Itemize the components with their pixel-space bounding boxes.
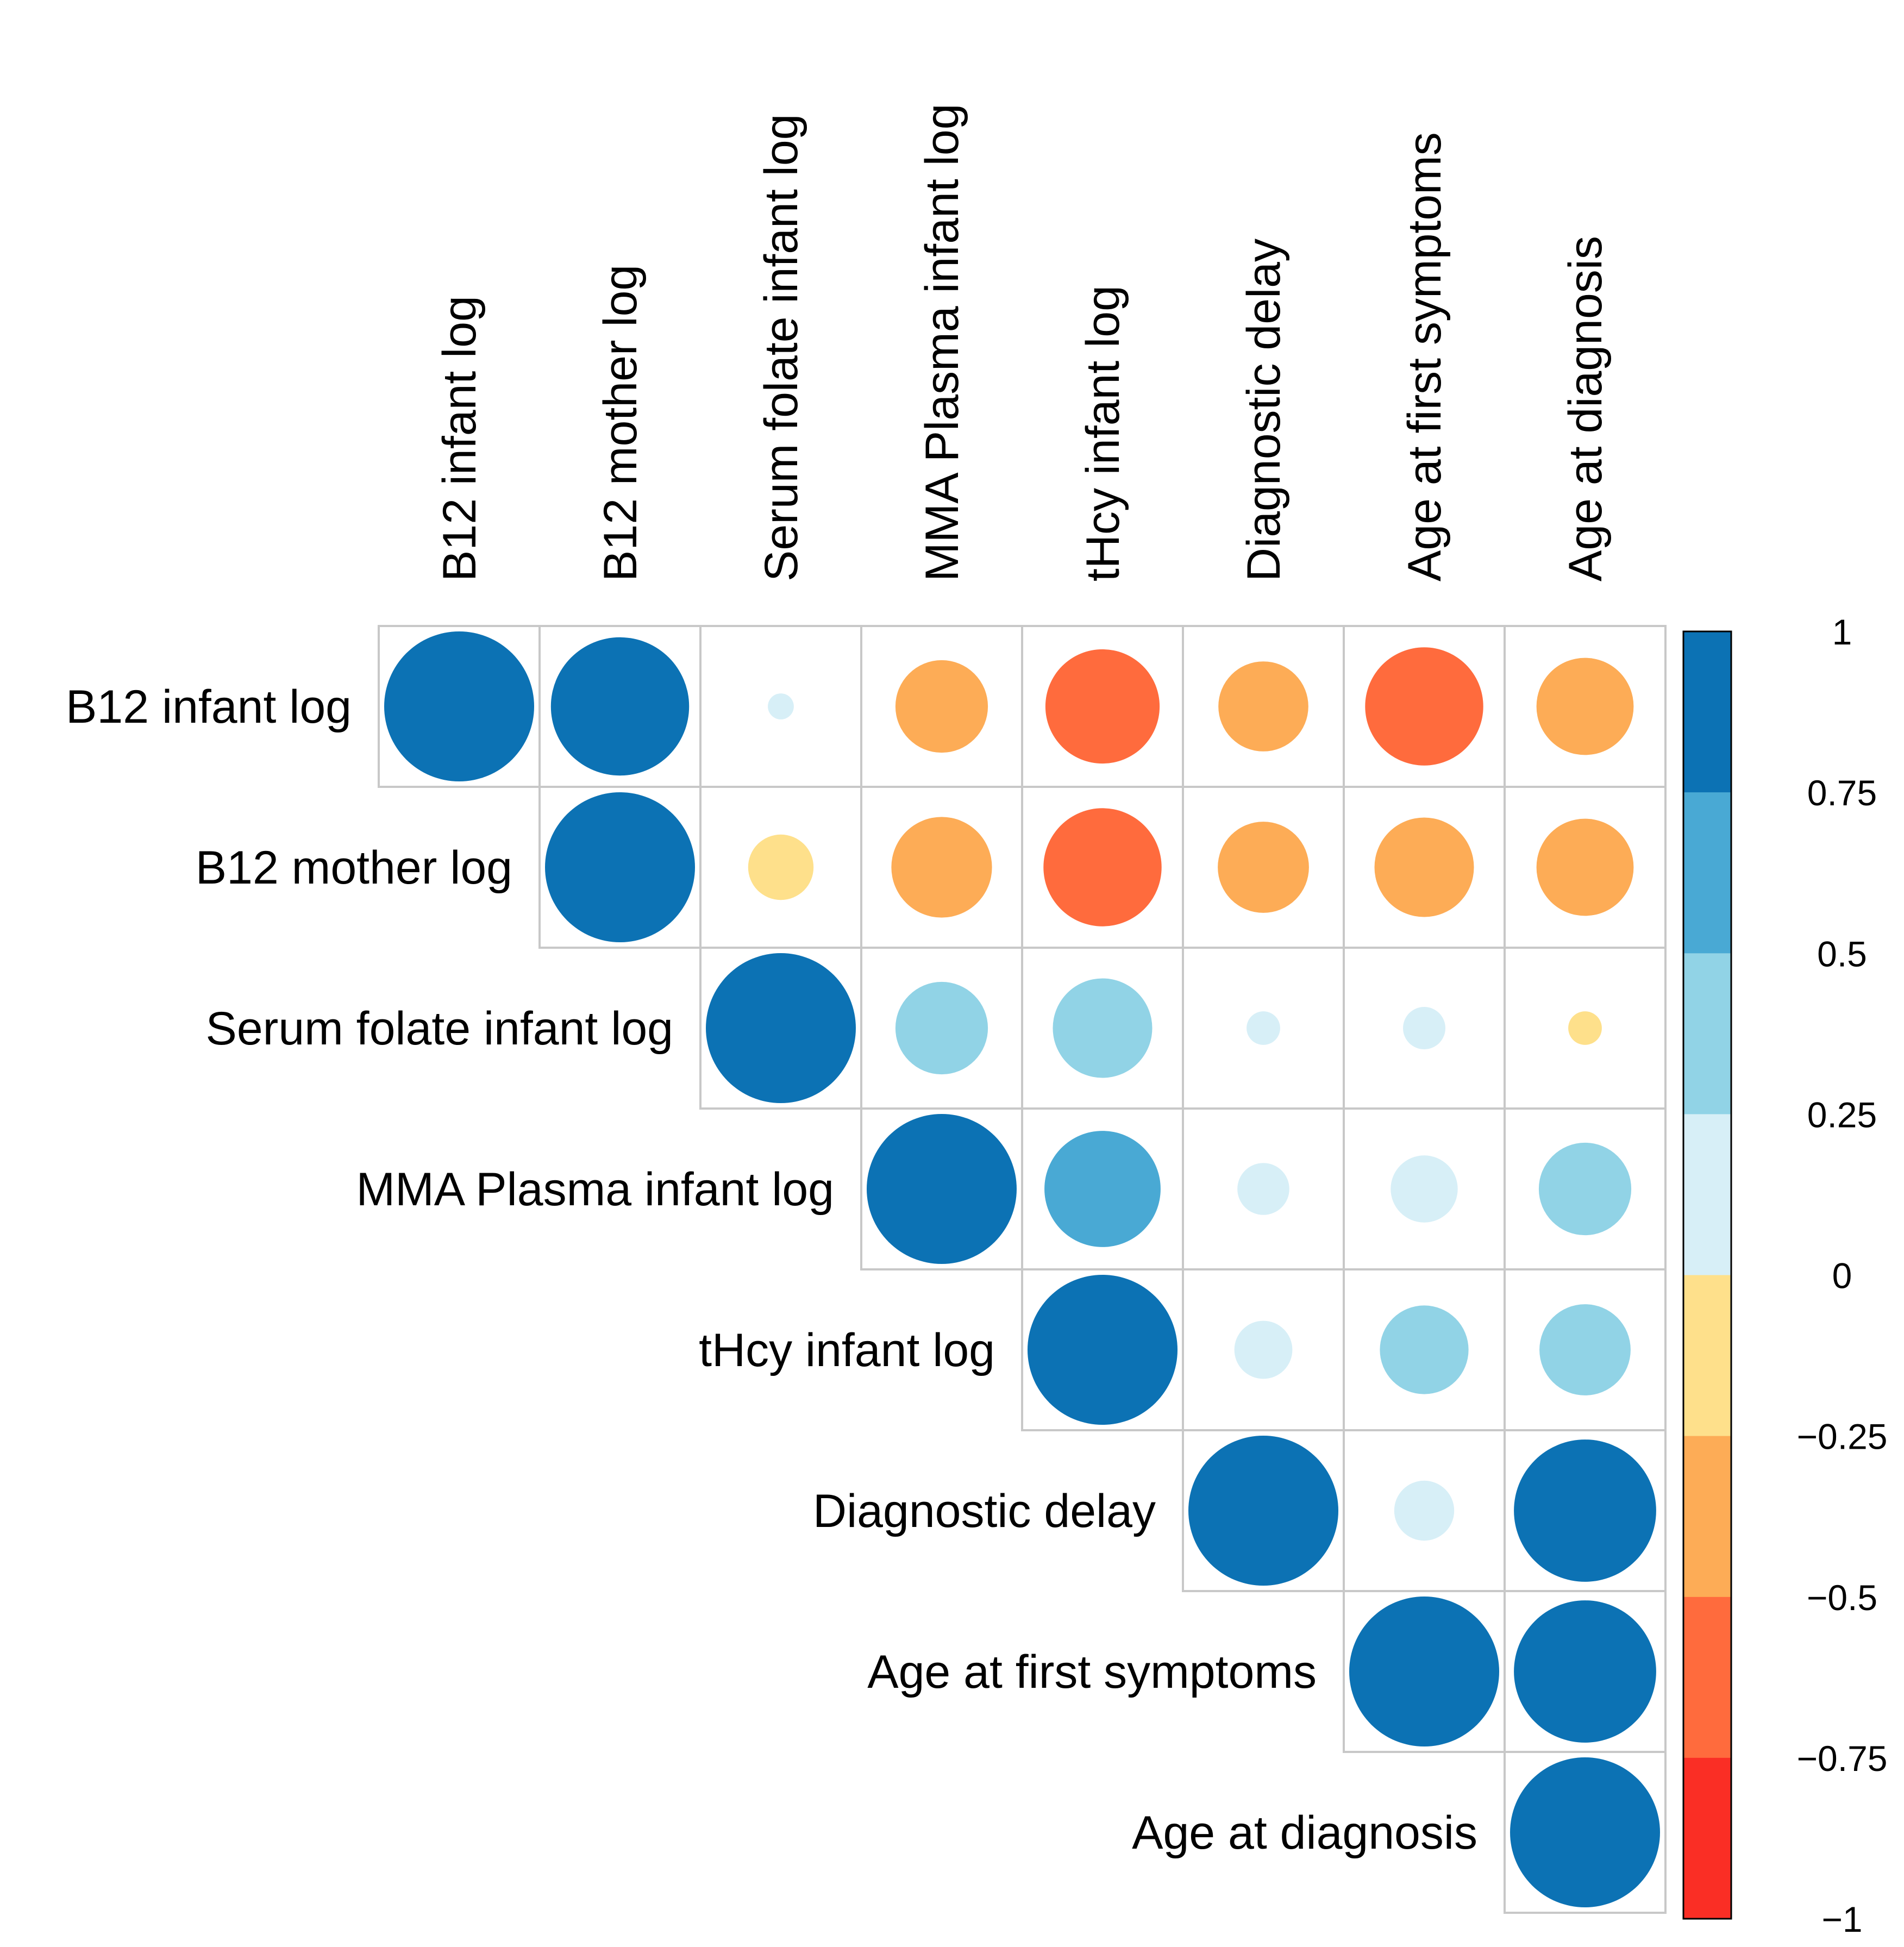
corr-circle-serum-folate-infant-log-age-at-diagnosis bbox=[1568, 1011, 1602, 1045]
colorbar-tick-label: −0.25 bbox=[1797, 1417, 1888, 1457]
colorbar-tick-label: −1 bbox=[1821, 1899, 1862, 1939]
row-label-mma-plasma-infant-log: MMA Plasma infant log bbox=[356, 1163, 834, 1216]
column-label-serum-folate-infant-log: Serum folate infant log bbox=[755, 114, 807, 581]
colorbar-tick-label: 1 bbox=[1832, 612, 1852, 652]
corr-circle-age-at-diagnosis-age-at-diagnosis bbox=[1510, 1757, 1660, 1907]
row-labels: B12 infant log B12 mother log Serum folate… bbox=[66, 681, 1477, 1859]
corr-circle-b12-infant-log-diagnostic-delay bbox=[1218, 661, 1308, 752]
corr-circle-diagnostic-delay-age-at-diagnosis bbox=[1514, 1439, 1656, 1582]
column-label-b12-infant-log: B12 infant log bbox=[434, 296, 486, 581]
corr-circle-thcy-infant-log-age-at-first-symptoms bbox=[1380, 1305, 1469, 1394]
corr-circle-b12-infant-log-serum-folate-infant-log bbox=[768, 693, 794, 719]
corr-circle-age-at-first-symptoms-age-at-diagnosis bbox=[1514, 1600, 1656, 1743]
corr-circle-diagnostic-delay-diagnostic-delay bbox=[1188, 1436, 1338, 1586]
colorbar-segment bbox=[1683, 1114, 1731, 1275]
cell-b12-infant-log-age-at-diagnosis bbox=[1504, 625, 1667, 788]
colorbar-segment bbox=[1683, 1275, 1731, 1437]
corr-circle-b12-mother-log-age-at-first-symptoms bbox=[1374, 817, 1474, 917]
corr-circle-mma-plasma-infant-log-thcy-infant-log bbox=[1044, 1131, 1161, 1247]
colorbar-segment bbox=[1683, 631, 1731, 793]
colorbar: 1 0.75 0.5 0.25 0 −0.25 −0.5 −0.75 −1 bbox=[1682, 612, 1888, 1939]
colorbar-frame bbox=[1682, 630, 1732, 1920]
corr-circle-b12-infant-log-mma-plasma-infant-log bbox=[895, 660, 988, 753]
corr-circle-b12-mother-log-b12-mother-log bbox=[545, 792, 695, 942]
row-label-b12-infant-log: B12 infant log bbox=[66, 681, 352, 733]
corr-circle-mma-plasma-infant-log-diagnostic-delay bbox=[1237, 1163, 1289, 1215]
row-label-b12-mother-log: B12 mother log bbox=[196, 842, 512, 894]
corr-circle-b12-infant-log-b12-mother-log bbox=[550, 637, 690, 776]
corr-circle-thcy-infant-log-age-at-diagnosis bbox=[1539, 1304, 1631, 1395]
column-label-age-at-diagnosis: Age at diagnosis bbox=[1559, 236, 1612, 581]
corr-circle-serum-folate-infant-log-age-at-first-symptoms bbox=[1403, 1007, 1445, 1049]
cell-b12-mother-log-age-at-first-symptoms bbox=[1343, 786, 1506, 949]
corr-circle-serum-folate-infant-log-thcy-infant-log bbox=[1053, 978, 1153, 1078]
corr-circle-b12-mother-log-thcy-infant-log bbox=[1043, 808, 1162, 926]
row-label-diagnostic-delay: Diagnostic delay bbox=[813, 1485, 1156, 1537]
corr-circle-serum-folate-infant-log-diagnostic-delay bbox=[1247, 1011, 1280, 1045]
corr-circle-mma-plasma-infant-log-mma-plasma-infant-log bbox=[867, 1114, 1017, 1264]
column-label-diagnostic-delay: Diagnostic delay bbox=[1238, 239, 1290, 581]
corr-circle-b12-mother-log-diagnostic-delay bbox=[1218, 822, 1309, 913]
colorbar-segment bbox=[1683, 953, 1731, 1115]
corr-circle-mma-plasma-infant-log-age-at-diagnosis bbox=[1538, 1142, 1632, 1236]
colorbar-tick-label: −0.5 bbox=[1807, 1577, 1877, 1618]
cell-b12-mother-log-age-at-diagnosis bbox=[1504, 786, 1667, 949]
corr-circle-serum-folate-infant-log-serum-folate-infant-log bbox=[706, 953, 856, 1103]
corr-circle-thcy-infant-log-diagnostic-delay bbox=[1234, 1320, 1293, 1379]
corr-circle-serum-folate-infant-log-mma-plasma-infant-log bbox=[895, 981, 988, 1075]
colorbar-tick-label: 0.5 bbox=[1817, 934, 1867, 974]
correlation-circles bbox=[384, 631, 1660, 1907]
column-label-thcy-infant-log: tHcy infant log bbox=[1077, 285, 1129, 581]
corr-circle-b12-mother-log-serum-folate-infant-log bbox=[748, 834, 814, 900]
corr-circle-b12-mother-log-mma-plasma-infant-log bbox=[891, 817, 992, 918]
row-label-age-at-first-symptoms: Age at first symptoms bbox=[867, 1646, 1317, 1698]
column-label-age-at-first-symptoms: Age at first symptoms bbox=[1399, 132, 1451, 581]
colorbar-tick-label: −0.75 bbox=[1797, 1738, 1888, 1779]
corr-circle-b12-mother-log-age-at-diagnosis bbox=[1536, 818, 1634, 916]
colorbar-tick-label: 0 bbox=[1832, 1256, 1852, 1296]
row-label-serum-folate-infant-log: Serum folate infant log bbox=[205, 1003, 673, 1055]
colorbar-segment bbox=[1683, 792, 1731, 954]
corr-circle-b12-infant-log-age-at-diagnosis bbox=[1536, 658, 1634, 755]
column-label-mma-plasma-infant-log: MMA Plasma infant log bbox=[916, 104, 968, 581]
corr-circle-diagnostic-delay-age-at-first-symptoms bbox=[1394, 1480, 1455, 1541]
row-label-thcy-infant-log: tHcy infant log bbox=[699, 1324, 995, 1376]
colorbar-segment bbox=[1683, 1436, 1731, 1598]
corr-circle-mma-plasma-infant-log-age-at-first-symptoms bbox=[1391, 1155, 1458, 1223]
colorbar-segment bbox=[1683, 1597, 1731, 1758]
column-label-b12-mother-log: B12 mother log bbox=[594, 265, 647, 581]
colorbar-tick-label: 0.75 bbox=[1807, 773, 1877, 813]
row-label-age-at-diagnosis: Age at diagnosis bbox=[1132, 1807, 1477, 1859]
corr-circle-b12-infant-log-b12-infant-log bbox=[384, 631, 534, 781]
corr-circle-age-at-first-symptoms-age-at-first-symptoms bbox=[1349, 1597, 1499, 1746]
corr-circle-b12-infant-log-age-at-first-symptoms bbox=[1365, 647, 1483, 766]
colorbar-segment bbox=[1683, 1757, 1731, 1919]
column-labels: B12 infant log B12 mother log Serum folate… bbox=[434, 104, 1612, 581]
corr-circle-thcy-infant-log-thcy-infant-log bbox=[1028, 1275, 1178, 1425]
colorbar-tick-label: 0.25 bbox=[1807, 1094, 1877, 1135]
corr-circle-b12-infant-log-thcy-infant-log bbox=[1045, 649, 1160, 764]
